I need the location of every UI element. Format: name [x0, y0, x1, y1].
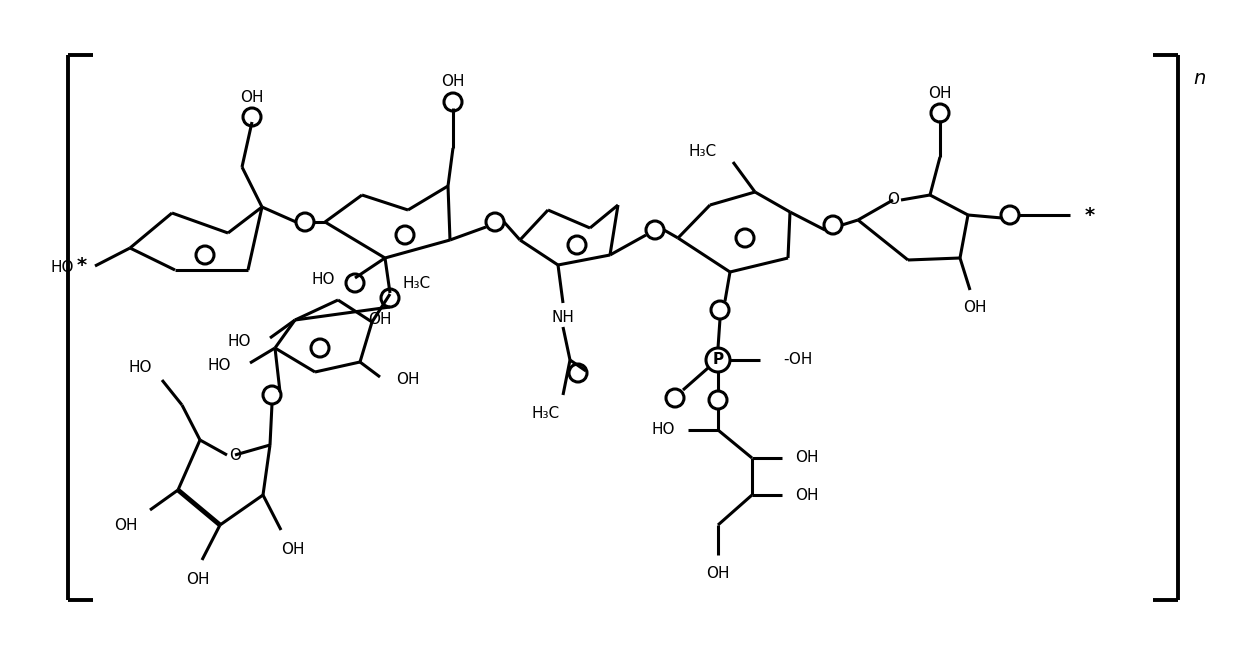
Text: OH: OH: [240, 89, 264, 105]
Text: OH: OH: [706, 565, 730, 581]
Text: HO: HO: [129, 360, 151, 376]
Text: P: P: [712, 352, 724, 368]
Text: *: *: [77, 256, 87, 276]
Text: OH: OH: [441, 73, 465, 89]
Text: HO: HO: [652, 422, 675, 438]
Text: H₃C: H₃C: [689, 145, 717, 159]
Text: OH: OH: [281, 543, 305, 557]
Text: O: O: [229, 448, 242, 462]
Text: NH: NH: [551, 310, 575, 324]
Text: OH: OH: [795, 488, 819, 503]
Text: HO: HO: [51, 260, 74, 276]
Text: n: n: [1194, 69, 1207, 87]
Text: OH: OH: [928, 85, 952, 101]
Text: OH: OH: [186, 573, 209, 587]
Text: H₃C: H₃C: [403, 276, 431, 292]
Text: HO: HO: [207, 358, 230, 374]
Text: O: O: [887, 192, 900, 208]
Text: H₃C: H₃C: [532, 406, 560, 420]
Text: HO: HO: [311, 272, 335, 288]
Text: HO: HO: [227, 334, 250, 350]
Text: OH: OH: [396, 372, 420, 388]
Text: OH: OH: [114, 517, 138, 533]
Text: -OH: -OH: [783, 352, 813, 368]
Text: *: *: [1085, 206, 1095, 224]
Text: OH: OH: [368, 312, 392, 328]
Text: OH: OH: [795, 450, 819, 466]
Text: OH: OH: [963, 300, 986, 316]
